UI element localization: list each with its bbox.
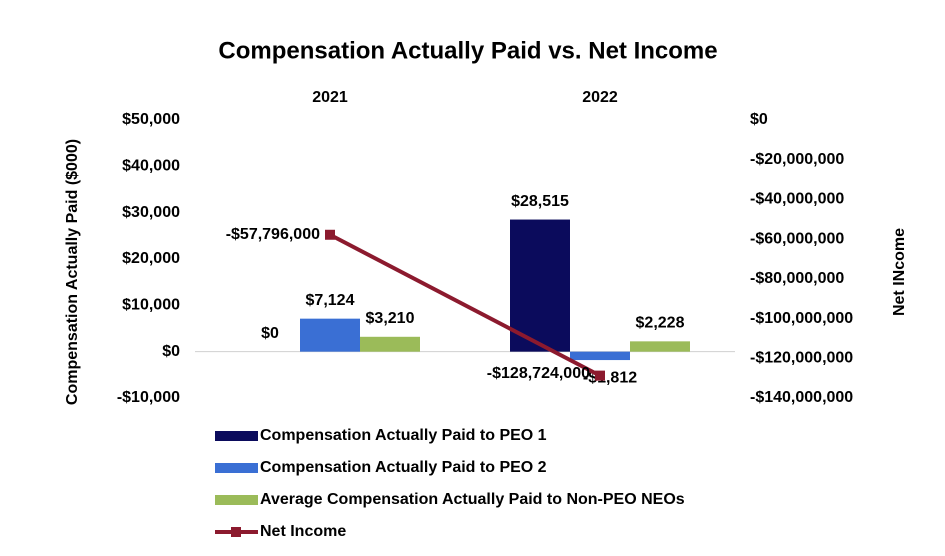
y2-axis-title: Net INcome <box>891 228 908 316</box>
y2-tick-label: -$40,000,000 <box>750 191 844 208</box>
legend-swatch <box>215 463 258 473</box>
line-marker <box>325 229 335 240</box>
data-label: $7,124 <box>306 292 355 309</box>
bar <box>570 351 630 361</box>
data-label: $3,210 <box>366 310 415 327</box>
x-tick-label: 2021 <box>312 89 348 106</box>
y-tick-label: $40,000 <box>122 158 180 175</box>
x-tick-label: 2022 <box>582 89 618 106</box>
y2-tick-label: -$20,000,000 <box>750 151 844 168</box>
line-marker <box>595 370 605 381</box>
data-label: $28,515 <box>511 193 569 210</box>
y-tick-label: $20,000 <box>122 250 180 267</box>
legend-swatch <box>231 527 241 537</box>
bar <box>630 341 690 352</box>
y-tick-label: $50,000 <box>122 111 180 128</box>
y-tick-label: $30,000 <box>122 204 180 221</box>
bar <box>360 336 420 352</box>
y2-tick-label: -$140,000,000 <box>750 389 853 406</box>
y2-tick-label: -$80,000,000 <box>750 270 844 287</box>
legend-label: Net Income <box>260 523 346 540</box>
y-tick-label: -$10,000 <box>117 389 180 406</box>
y2-tick-label: -$60,000,000 <box>750 230 844 247</box>
y2-tick-label: -$100,000,000 <box>750 310 853 327</box>
chart-title: Compensation Actually Paid vs. Net Incom… <box>218 37 717 64</box>
y-axis-title: Compensation Actually Paid ($000) <box>64 139 81 405</box>
y2-tick-label: -$120,000,000 <box>750 350 853 367</box>
legend-swatch <box>215 431 258 441</box>
legend-label: Average Compensation Actually Paid to No… <box>260 491 685 508</box>
line <box>329 232 601 378</box>
bar <box>510 219 570 352</box>
data-label: -$128,724,000 <box>487 365 590 382</box>
y2-tick-label: $0 <box>750 111 768 128</box>
legend-swatch <box>215 495 258 505</box>
legend-label: Compensation Actually Paid to PEO 2 <box>260 459 547 476</box>
bar <box>300 318 360 352</box>
y-tick-label: $10,000 <box>122 297 180 314</box>
y-tick-label: $0 <box>162 343 180 360</box>
data-label: $2,228 <box>636 315 685 332</box>
data-label: -$57,796,000 <box>226 226 320 243</box>
data-label: $0 <box>261 325 279 342</box>
legend-label: Compensation Actually Paid to PEO 1 <box>260 427 547 444</box>
